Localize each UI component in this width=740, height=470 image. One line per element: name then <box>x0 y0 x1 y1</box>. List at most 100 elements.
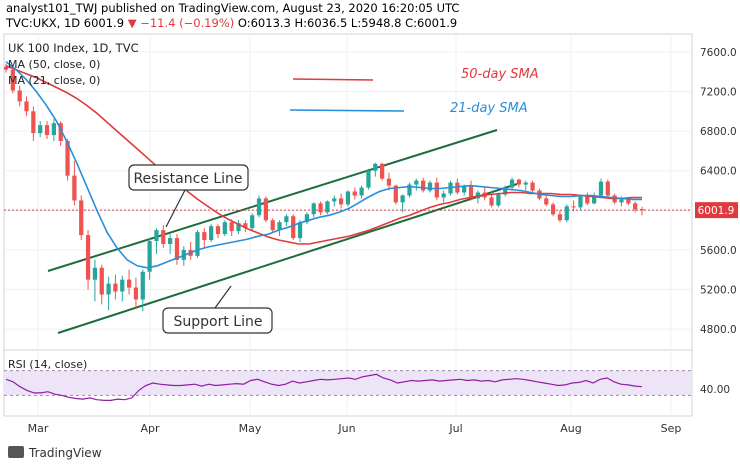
candle-body <box>3 66 9 70</box>
candle-body <box>619 199 624 203</box>
candle-body <box>174 238 180 260</box>
candle-body <box>38 125 43 134</box>
candle-body <box>571 206 576 208</box>
candle <box>17 85 22 107</box>
candle <box>250 213 255 231</box>
candle-body <box>557 214 563 221</box>
candle <box>311 202 316 218</box>
candle-body <box>605 181 610 196</box>
candle-body <box>243 223 248 229</box>
sma21-label: 21-day SMA <box>450 101 528 116</box>
rsi-legend[interactable]: RSI (14, close) <box>8 358 87 371</box>
price-tick-label: 4800.0 <box>700 324 737 336</box>
candle <box>407 182 412 198</box>
candle-body <box>468 186 474 199</box>
candle <box>509 177 515 191</box>
candle <box>243 220 248 233</box>
tradingview-brand: TradingView <box>28 446 102 460</box>
candle-body <box>407 184 412 196</box>
candle <box>154 228 159 254</box>
candle-body <box>441 193 446 198</box>
candle-body <box>147 241 152 272</box>
candle <box>427 180 433 193</box>
support-line[interactable] <box>57 183 518 334</box>
candle <box>195 230 200 258</box>
candle <box>140 269 145 312</box>
symbol: TVC:UKX, 1D <box>6 16 81 30</box>
candle-body <box>297 222 303 239</box>
candle <box>297 220 303 243</box>
candle-body <box>338 198 344 205</box>
price-tick-label: 5600.0 <box>700 245 737 257</box>
candle <box>284 214 289 227</box>
candle <box>38 121 43 138</box>
candle <box>633 201 638 213</box>
candle <box>304 212 310 225</box>
candle <box>639 206 645 216</box>
price-tick-label: 7600.0 <box>700 47 737 59</box>
candle <box>161 225 166 248</box>
candle <box>352 187 357 200</box>
candle-body <box>550 204 556 215</box>
candle <box>530 180 535 193</box>
candle-body <box>51 123 56 136</box>
candle-body <box>434 182 439 198</box>
candle-body <box>318 203 323 213</box>
candle <box>291 214 296 241</box>
candle-body <box>168 238 173 244</box>
published-line: analyst101_TWJ published on TradingView.… <box>6 1 460 15</box>
resistance-line[interactable] <box>47 129 498 272</box>
candle-body <box>544 198 549 205</box>
candle <box>44 121 50 140</box>
ohlc-values: O:6013.3 H:6036.5 L:5948.8 C:6001.9 <box>237 16 458 30</box>
candle <box>516 178 522 188</box>
ma21-legend[interactable]: MA (21, close, 0) <box>8 74 100 87</box>
candle-body <box>65 141 70 176</box>
candle-body <box>421 180 426 191</box>
candle-body <box>592 195 597 204</box>
candle-body <box>120 279 125 292</box>
candle-body <box>598 181 604 196</box>
candle <box>120 275 125 302</box>
candle-body <box>236 223 241 232</box>
candle <box>585 192 590 206</box>
candle-body <box>291 216 296 239</box>
candle-body <box>427 182 433 191</box>
candle-body <box>256 198 262 216</box>
candle <box>564 204 569 223</box>
candle <box>380 162 385 181</box>
candle <box>202 228 207 248</box>
candle <box>236 220 241 235</box>
tradingview-logo[interactable]: TradingView <box>8 446 102 460</box>
candle <box>24 96 29 117</box>
support-callout: Support Line <box>162 285 273 334</box>
candle-body <box>585 196 590 204</box>
candle-body <box>229 222 234 232</box>
candle <box>557 210 563 223</box>
candle <box>222 220 227 237</box>
candle-body <box>209 226 214 241</box>
candle <box>325 200 330 215</box>
time-tick-label: Sep <box>661 422 682 435</box>
candle-body <box>284 216 289 223</box>
rsi-band <box>4 370 692 396</box>
candle-body <box>250 215 255 229</box>
rsi-tick-label: 40.00 <box>700 384 730 396</box>
resistance-callout: Resistance Line <box>128 164 249 228</box>
candle-body <box>359 187 364 196</box>
candle <box>215 224 221 239</box>
candle-body <box>516 179 522 185</box>
candle <box>400 194 405 213</box>
candle <box>332 195 337 207</box>
candle-body <box>633 203 638 210</box>
candle-body <box>58 123 63 142</box>
ma50-legend[interactable]: MA (50, close, 0) <box>8 58 100 71</box>
candle-body <box>270 220 275 231</box>
candle-body <box>161 230 166 244</box>
rsi-line <box>5 373 643 401</box>
time-axis: Mar Apr May Jun Jul Aug Sep <box>28 422 682 435</box>
sma50-legend-line <box>292 78 374 81</box>
candle-body <box>332 198 337 202</box>
candle <box>31 106 36 142</box>
